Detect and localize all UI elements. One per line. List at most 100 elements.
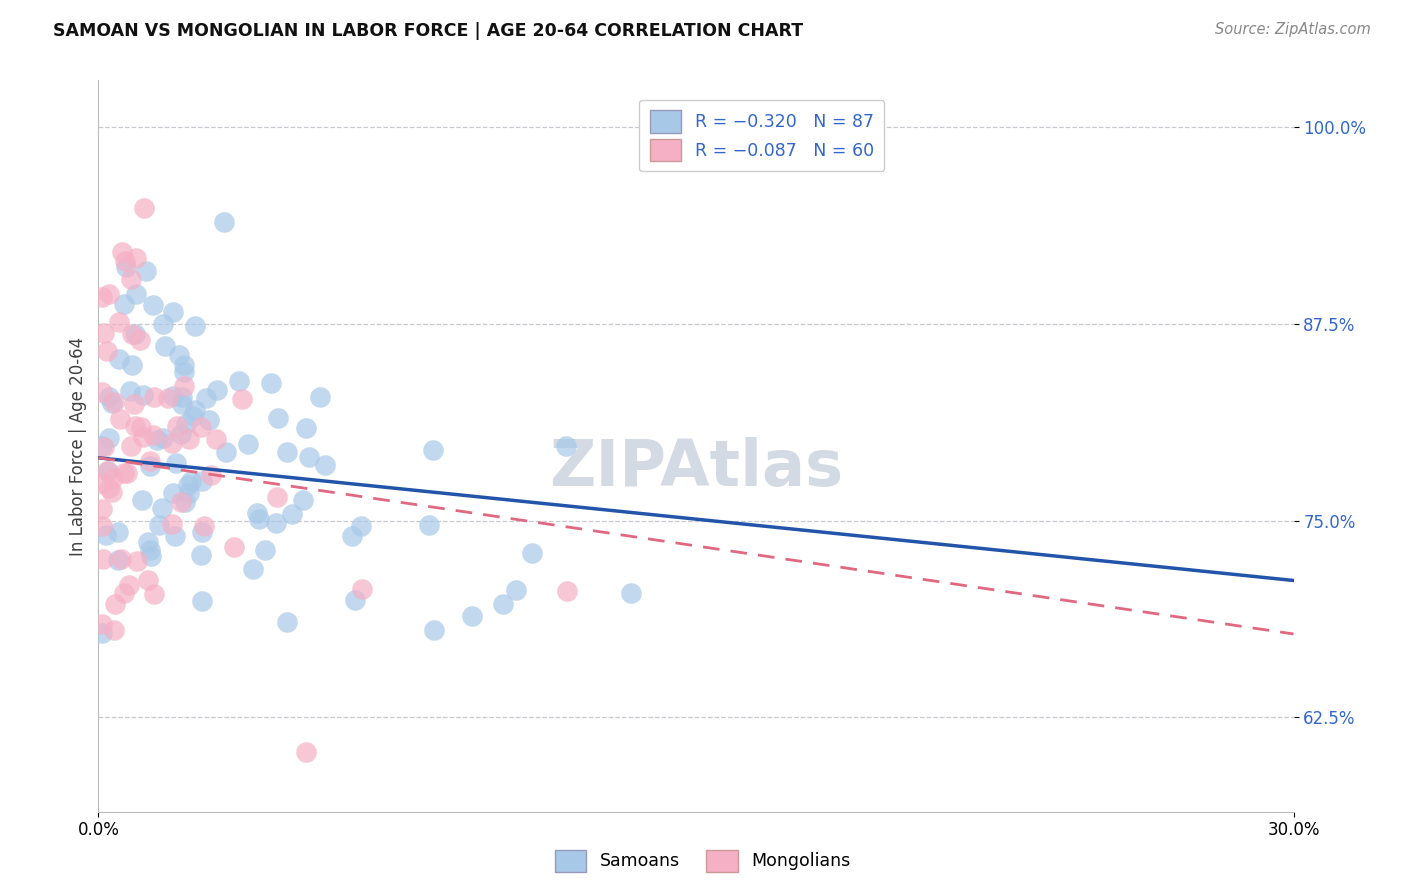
Point — [125, 252, 148, 266]
Point — [139, 549, 162, 564]
Point — [124, 419, 146, 434]
Point — [163, 529, 186, 543]
Legend: R = −0.320   N = 87, R = −0.087   N = 60: R = −0.320 N = 87, R = −0.087 N = 60 — [640, 100, 884, 171]
Point — [190, 549, 212, 563]
Point — [104, 597, 127, 611]
Point — [193, 519, 215, 533]
Point — [172, 391, 194, 405]
Point — [98, 481, 121, 495]
Point — [94, 528, 117, 542]
Point — [152, 431, 174, 445]
Point — [97, 287, 120, 301]
Point — [121, 358, 143, 372]
Point — [276, 445, 298, 459]
Point — [101, 395, 124, 409]
Point — [200, 468, 222, 483]
Point — [309, 390, 332, 404]
Point — [136, 535, 159, 549]
Point — [190, 475, 212, 489]
Legend: Samoans, Mongolians: Samoans, Mongolians — [548, 843, 858, 879]
Point — [344, 592, 367, 607]
Point — [492, 597, 515, 611]
Point — [142, 298, 165, 312]
Point — [115, 260, 138, 274]
Point — [281, 508, 304, 522]
Point — [184, 403, 207, 417]
Point — [505, 582, 527, 597]
Point — [103, 395, 125, 409]
Point — [96, 465, 118, 479]
Point — [91, 551, 114, 566]
Point — [172, 397, 194, 411]
Point — [340, 528, 363, 542]
Point — [112, 297, 135, 311]
Point — [222, 540, 245, 554]
Point — [120, 384, 142, 399]
Y-axis label: In Labor Force | Age 20-64: In Labor Force | Age 20-64 — [69, 336, 87, 556]
Point — [136, 574, 159, 588]
Point — [97, 464, 120, 478]
Point — [554, 439, 576, 453]
Point — [246, 506, 269, 520]
Point — [148, 518, 170, 533]
Point — [190, 593, 212, 607]
Point — [91, 519, 114, 533]
Point — [91, 384, 114, 399]
Point — [110, 245, 132, 260]
Point — [422, 443, 444, 458]
Point — [114, 254, 136, 268]
Point — [236, 437, 259, 451]
Point — [132, 430, 155, 444]
Point — [195, 391, 218, 405]
Point — [129, 419, 152, 434]
Point — [422, 624, 444, 638]
Point — [160, 516, 183, 531]
Point — [120, 439, 142, 453]
Point — [108, 352, 131, 367]
Point — [231, 392, 253, 406]
Point — [97, 431, 120, 445]
Point — [127, 554, 149, 568]
Point — [142, 587, 165, 601]
Point — [155, 339, 177, 353]
Point — [174, 494, 197, 508]
Point — [173, 358, 195, 372]
Point — [177, 485, 200, 500]
Point — [555, 583, 578, 598]
Point — [170, 427, 193, 442]
Point — [114, 586, 136, 600]
Point — [129, 334, 152, 348]
Point — [162, 304, 184, 318]
Point — [124, 327, 146, 342]
Point — [120, 271, 142, 285]
Point — [247, 512, 270, 526]
Point — [173, 379, 195, 393]
Point — [122, 397, 145, 411]
Point — [166, 418, 188, 433]
Point — [619, 586, 641, 600]
Point — [150, 501, 173, 516]
Point — [108, 315, 131, 329]
Point — [125, 286, 148, 301]
Point — [266, 491, 288, 505]
Point — [107, 524, 129, 539]
Point — [110, 552, 132, 566]
Point — [170, 495, 193, 509]
Point — [91, 617, 114, 632]
Point — [96, 343, 118, 358]
Point — [460, 608, 482, 623]
Point — [298, 450, 321, 464]
Point — [522, 546, 544, 560]
Point — [215, 445, 238, 459]
Point — [173, 365, 195, 379]
Point — [205, 383, 228, 397]
Point — [100, 484, 122, 499]
Point — [295, 421, 318, 435]
Point — [242, 562, 264, 576]
Point — [146, 433, 169, 447]
Point — [165, 456, 187, 470]
Point — [295, 745, 318, 759]
Point — [181, 409, 204, 423]
Point — [91, 290, 114, 304]
Point — [152, 317, 174, 331]
